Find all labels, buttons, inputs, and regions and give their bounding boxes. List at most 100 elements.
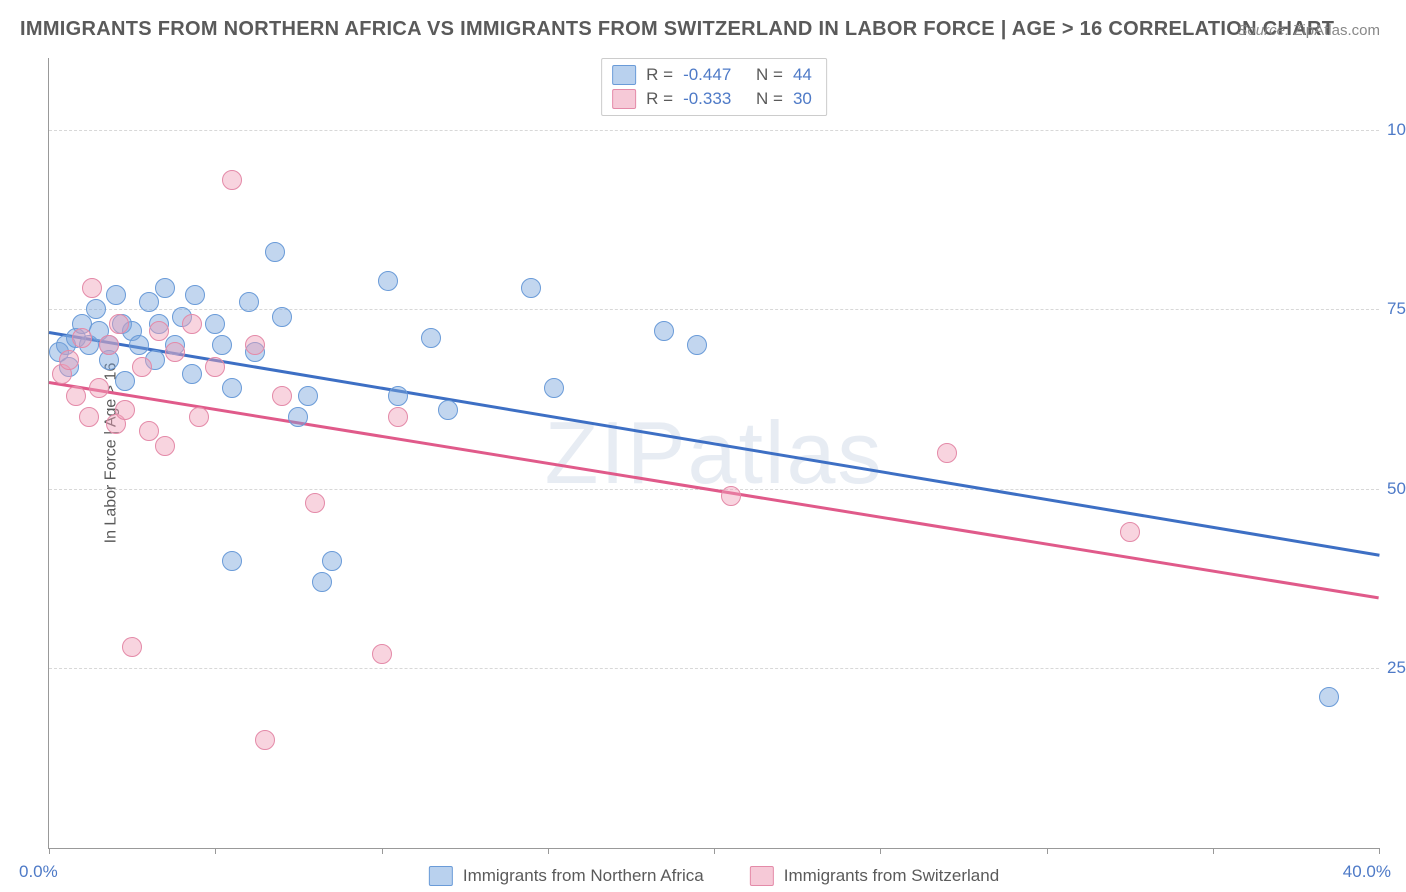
source-credit: Source: ZipAtlas.com: [1237, 22, 1380, 39]
x-tick-mark: [1379, 848, 1380, 854]
data-point: [109, 314, 129, 334]
data-point: [378, 271, 398, 291]
data-point: [388, 407, 408, 427]
data-point: [66, 386, 86, 406]
legend-r-value-0: -0.447: [683, 63, 731, 87]
data-point: [165, 342, 185, 362]
x-tick-mark: [548, 848, 549, 854]
chart-container: IMMIGRANTS FROM NORTHERN AFRICA VS IMMIG…: [0, 0, 1406, 892]
legend-series-label-1: Immigrants from Switzerland: [784, 866, 999, 886]
data-point: [298, 386, 318, 406]
data-point: [182, 314, 202, 334]
data-point: [139, 292, 159, 312]
x-axis-min-label: 0.0%: [19, 862, 58, 882]
data-point: [106, 285, 126, 305]
data-point: [222, 551, 242, 571]
trend-line: [49, 381, 1379, 599]
y-tick-label: 100.0%: [1387, 120, 1406, 140]
data-point: [1319, 687, 1339, 707]
x-tick-mark: [49, 848, 50, 854]
data-point: [86, 299, 106, 319]
legend-n-label: N =: [756, 63, 783, 87]
data-point: [122, 637, 142, 657]
legend-series-item-0: Immigrants from Northern Africa: [429, 866, 704, 886]
data-point: [139, 421, 159, 441]
data-point: [205, 314, 225, 334]
y-tick-label: 75.0%: [1387, 299, 1406, 319]
x-tick-mark: [880, 848, 881, 854]
gridline-h: [49, 668, 1379, 669]
data-point: [99, 335, 119, 355]
data-point: [721, 486, 741, 506]
legend-series-label-0: Immigrants from Northern Africa: [463, 866, 704, 886]
data-point: [182, 364, 202, 384]
legend-r-label: R =: [646, 63, 673, 87]
legend-series-item-1: Immigrants from Switzerland: [750, 866, 999, 886]
legend-series: Immigrants from Northern Africa Immigran…: [429, 866, 999, 886]
x-tick-mark: [215, 848, 216, 854]
data-point: [222, 170, 242, 190]
data-point: [245, 335, 265, 355]
data-point: [185, 285, 205, 305]
chart-title: IMMIGRANTS FROM NORTHERN AFRICA VS IMMIG…: [20, 18, 1334, 41]
legend-series-swatch-0: [429, 866, 453, 886]
data-point: [72, 328, 92, 348]
data-point: [687, 335, 707, 355]
data-point: [132, 357, 152, 377]
data-point: [272, 386, 292, 406]
source-label: Source:: [1237, 22, 1289, 39]
data-point: [288, 407, 308, 427]
data-point: [155, 278, 175, 298]
y-tick-label: 25.0%: [1387, 658, 1406, 678]
data-point: [544, 378, 564, 398]
data-point: [79, 407, 99, 427]
data-point: [1120, 522, 1140, 542]
data-point: [155, 436, 175, 456]
data-point: [265, 242, 285, 262]
x-axis-max-label: 40.0%: [1343, 862, 1391, 882]
data-point: [129, 335, 149, 355]
data-point: [115, 400, 135, 420]
legend-r-label: R =: [646, 87, 673, 111]
y-tick-label: 50.0%: [1387, 479, 1406, 499]
data-point: [305, 493, 325, 513]
data-point: [222, 378, 242, 398]
source-value: ZipAtlas.com: [1293, 22, 1380, 39]
legend-swatch-1: [612, 89, 636, 109]
x-tick-mark: [1213, 848, 1214, 854]
data-point: [149, 321, 169, 341]
legend-r-value-1: -0.333: [683, 87, 731, 111]
legend-n-value-0: 44: [793, 63, 812, 87]
legend-n-value-1: 30: [793, 87, 812, 111]
data-point: [89, 378, 109, 398]
data-point: [312, 572, 332, 592]
data-point: [272, 307, 292, 327]
data-point: [322, 551, 342, 571]
data-point: [654, 321, 674, 341]
data-point: [372, 644, 392, 664]
data-point: [438, 400, 458, 420]
data-point: [212, 335, 232, 355]
data-point: [59, 350, 79, 370]
data-point: [388, 386, 408, 406]
legend-swatch-0: [612, 65, 636, 85]
x-tick-mark: [714, 848, 715, 854]
trend-line: [49, 331, 1379, 556]
legend-n-label: N =: [756, 87, 783, 111]
data-point: [115, 371, 135, 391]
data-point: [82, 278, 102, 298]
x-tick-mark: [382, 848, 383, 854]
gridline-h: [49, 130, 1379, 131]
data-point: [255, 730, 275, 750]
plot-area: ZIPatlas In Labor Force | Age > 16 R = -…: [48, 58, 1379, 849]
legend-stats: R = -0.447 N = 44 R = -0.333 N = 30: [601, 58, 827, 116]
data-point: [421, 328, 441, 348]
data-point: [189, 407, 209, 427]
legend-stats-row-1: R = -0.333 N = 30: [612, 87, 812, 111]
legend-stats-row-0: R = -0.447 N = 44: [612, 63, 812, 87]
legend-series-swatch-1: [750, 866, 774, 886]
data-point: [205, 357, 225, 377]
data-point: [239, 292, 259, 312]
data-point: [937, 443, 957, 463]
data-point: [521, 278, 541, 298]
